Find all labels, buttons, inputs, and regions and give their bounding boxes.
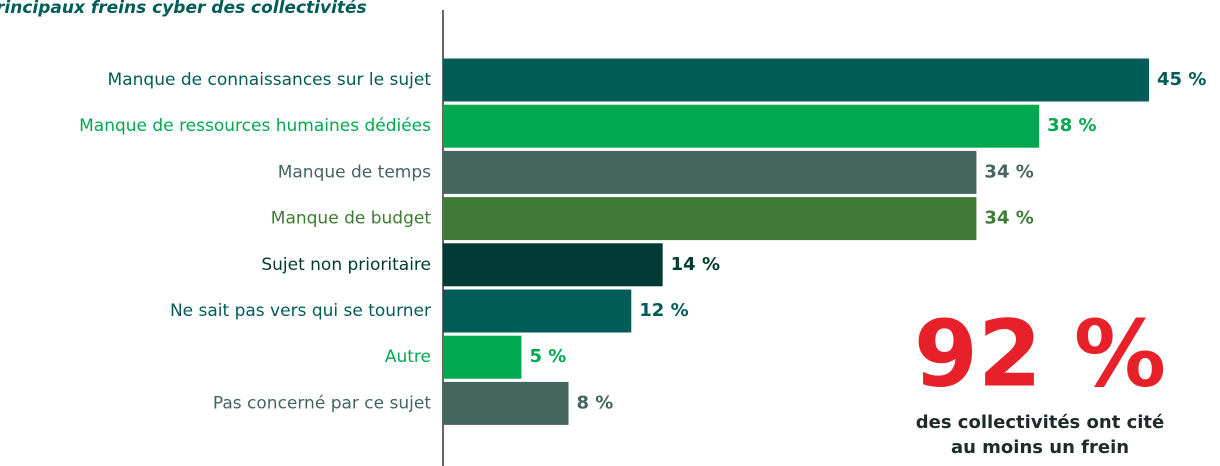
data-label: 34 % [984,161,1033,182]
category-label: Autre [385,347,431,367]
data-label: 45 % [1157,69,1206,90]
data-label: 14 % [671,254,720,275]
category-label: Ne sait pas vers qui se tourner [170,301,431,321]
annotation-line: au moins un frein [951,437,1129,458]
bar [443,150,977,194]
data-label: 12 % [639,300,688,321]
bar [443,58,1149,102]
annotation-line: des collectivités ont cité [916,412,1165,433]
category-label: Manque de ressources humaines dédiées [79,116,431,136]
headline: 92 % [914,300,1166,407]
chart-title: rincipaux freins cyber des collectivités [0,0,367,18]
category-label: Manque de budget [271,209,432,229]
data-label: 38 % [1047,115,1096,136]
category-label: Sujet non prioritaire [261,255,431,275]
data-label: 34 % [984,208,1033,229]
data-label: 5 % [529,346,566,367]
data-label: 8 % [577,392,614,413]
category-label: Manque de connaissances sur le sujet [108,70,432,90]
bar [443,197,977,241]
category-label: Pas concerné par ce sujet [213,393,431,413]
bar [443,289,632,333]
bar [443,104,1040,148]
bar [443,381,569,425]
bar [443,335,522,379]
bar [443,243,663,287]
category-label: Manque de temps [278,162,431,182]
